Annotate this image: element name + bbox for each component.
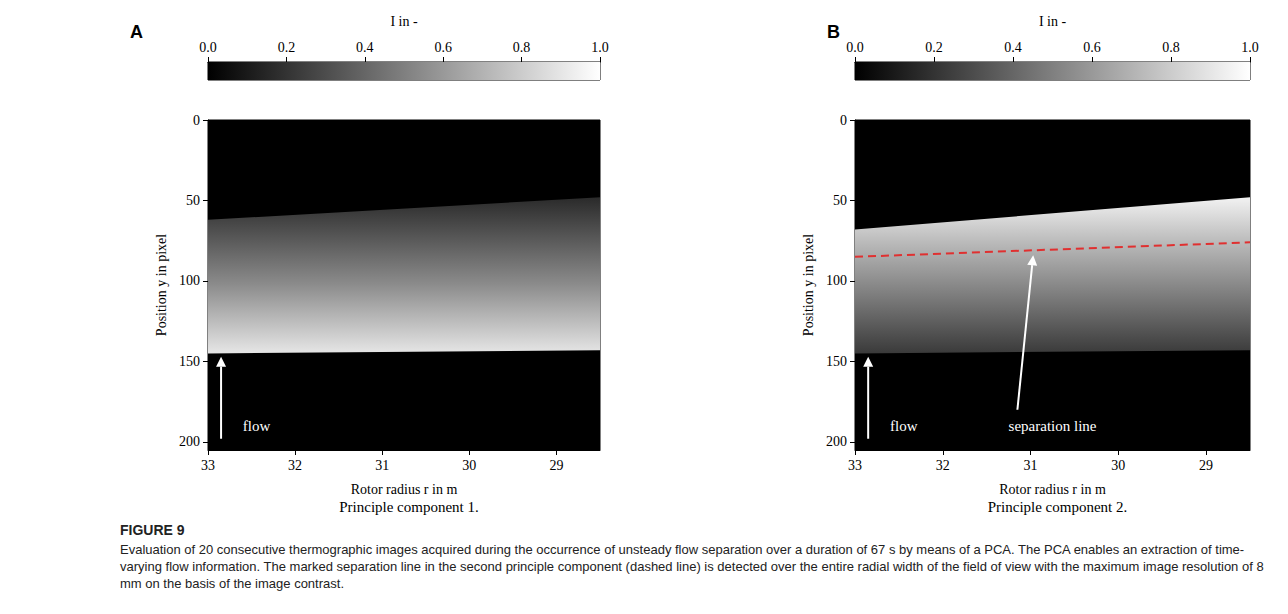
svg-text:100: 100 [179, 273, 200, 288]
svg-text:33: 33 [848, 458, 862, 473]
svg-text:33: 33 [201, 458, 215, 473]
svg-text:0.0: 0.0 [199, 40, 217, 55]
svg-text:flow: flow [243, 418, 271, 434]
svg-text:50: 50 [186, 193, 200, 208]
svg-text:0.4: 0.4 [356, 40, 374, 55]
html-text:Evaluation of 20 consecutive t: Evaluation of 20 consecutive thermograph… [120, 542, 1264, 591]
svg-text:0.4: 0.4 [1004, 40, 1022, 55]
svg-text:0.6: 0.6 [1083, 40, 1101, 55]
svg-text:Position y in pixel: Position y in pixel [154, 234, 169, 336]
svg-text:32: 32 [936, 458, 950, 473]
svg-text:31: 31 [375, 458, 389, 473]
svg-text:0.2: 0.2 [925, 40, 943, 55]
svg-text:0.8: 0.8 [513, 40, 531, 55]
svg-text:0: 0 [193, 113, 200, 128]
svg-text:30: 30 [462, 458, 476, 473]
svg-text:0.8: 0.8 [1162, 40, 1180, 55]
svg-text:I in -: I in - [390, 14, 418, 29]
svg-text:0.2: 0.2 [278, 40, 296, 55]
svg-text:200: 200 [179, 434, 200, 449]
svg-text:Rotor radius r in m: Rotor radius r in m [351, 482, 458, 497]
svg-text:29: 29 [1199, 458, 1213, 473]
svg-text:Rotor radius r in m: Rotor radius r in m [999, 482, 1106, 497]
svg-text:30: 30 [1111, 458, 1125, 473]
svg-text:200: 200 [826, 434, 847, 449]
svg-text:Principle component 1.: Principle component 1. [339, 499, 479, 515]
svg-text:150: 150 [179, 354, 200, 369]
svg-text:150: 150 [826, 354, 847, 369]
svg-text:I in -: I in - [1039, 14, 1067, 29]
svg-text:0: 0 [840, 113, 847, 128]
svg-text:0.6: 0.6 [434, 40, 452, 55]
svg-text:100: 100 [826, 273, 847, 288]
svg-text:50: 50 [833, 193, 847, 208]
svg-text:separation line: separation line [1009, 418, 1097, 434]
svg-text:flow: flow [890, 418, 918, 434]
svg-text:1.0: 1.0 [1241, 40, 1259, 55]
svg-text:1.0: 1.0 [591, 40, 609, 55]
svg-text:0.0: 0.0 [846, 40, 864, 55]
svg-text:29: 29 [549, 458, 563, 473]
svg-text:Position y in pixel: Position y in pixel [801, 234, 816, 336]
svg-text:Principle component 2.: Principle component 2. [988, 499, 1128, 515]
svg-text:A: A [130, 22, 143, 42]
svg-text:31: 31 [1024, 458, 1038, 473]
svg-text:32: 32 [288, 458, 302, 473]
html-text:FIGURE 9: FIGURE 9 [120, 522, 185, 538]
svg-text:B: B [827, 22, 840, 42]
